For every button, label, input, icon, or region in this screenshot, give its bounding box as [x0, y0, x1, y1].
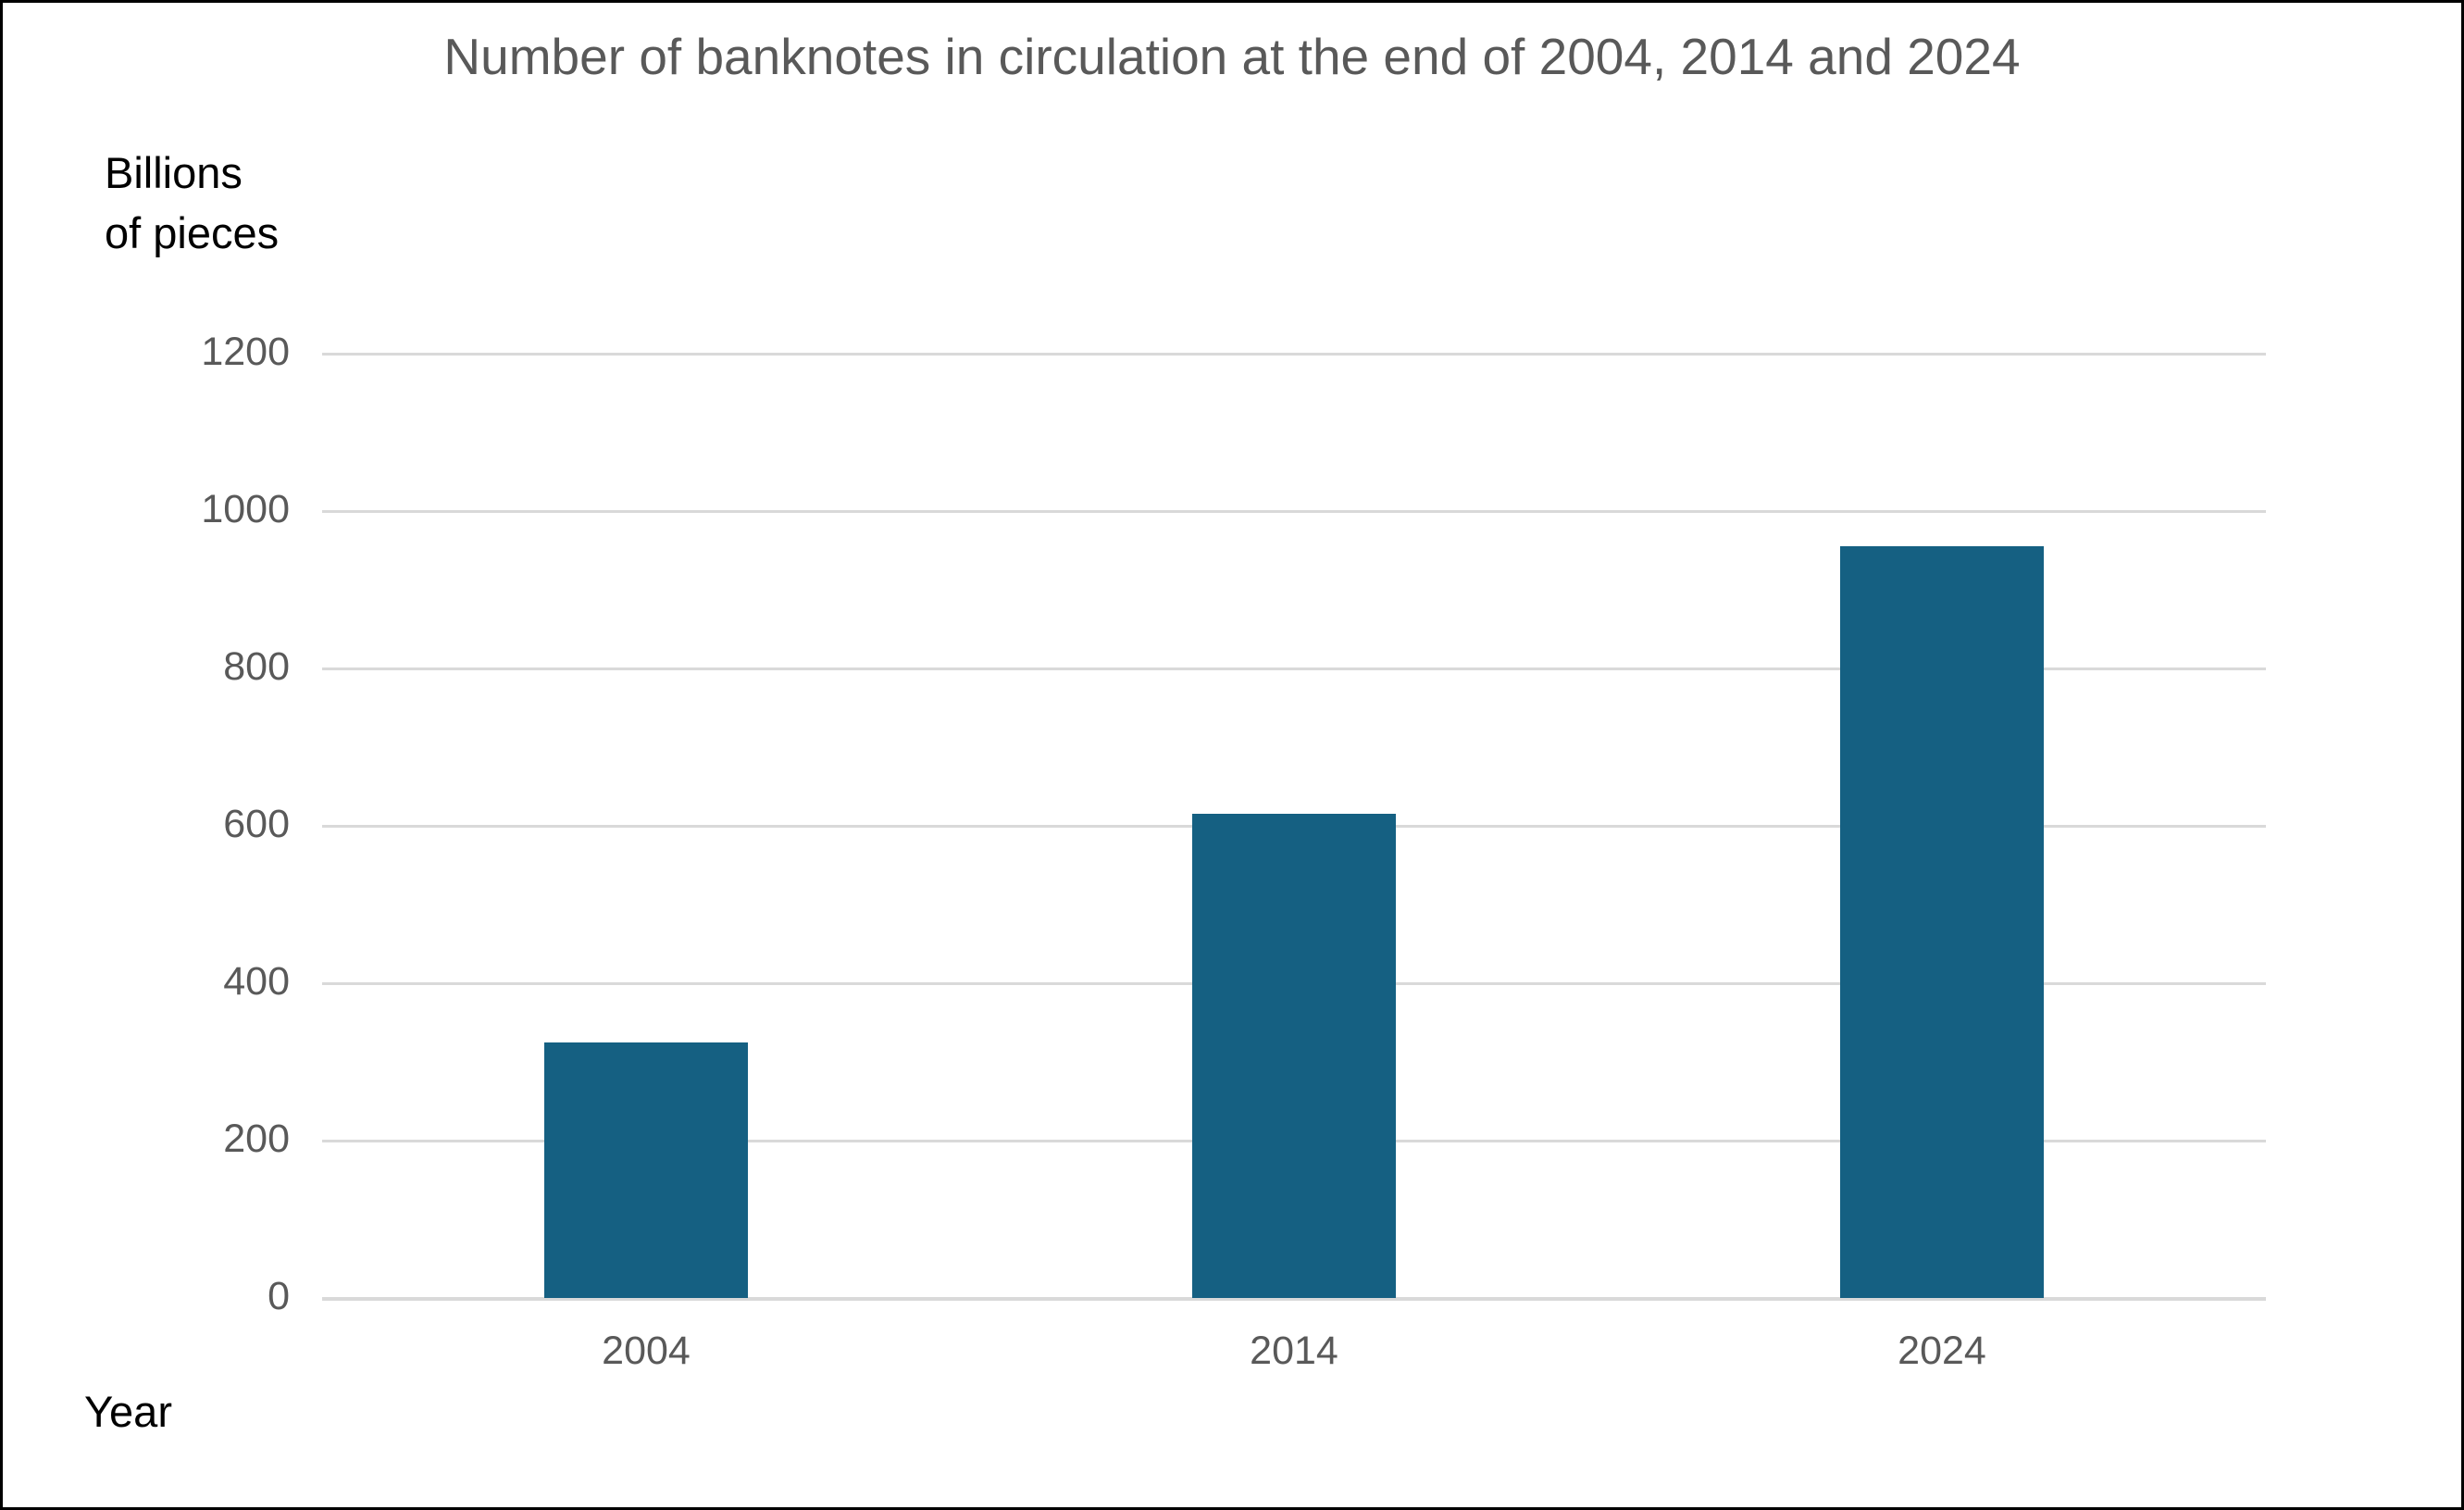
plot-area: [322, 353, 2266, 1301]
y-tick-label-600: 600: [223, 802, 290, 846]
bar-2024: [1840, 546, 2044, 1298]
x-tick-label-2024: 2024: [1898, 1329, 1986, 1373]
gridline-y-1000: [322, 510, 2266, 513]
gridline-y-800: [322, 668, 2266, 670]
y-axis-unit-label: Billions of pieces: [105, 144, 279, 264]
gridline-y-0: [322, 1297, 2266, 1301]
chart-title: Number of banknotes in circulation at th…: [443, 28, 2021, 85]
y-axis-unit-label-line1: Billions: [105, 148, 243, 197]
bar-2014: [1192, 814, 1396, 1298]
gridline-y-1200: [322, 353, 2266, 356]
bar-2004: [544, 1042, 748, 1298]
y-tick-label-200: 200: [223, 1117, 290, 1161]
y-tick-label-1200: 1200: [201, 330, 290, 374]
y-tick-label-1000: 1000: [201, 487, 290, 531]
y-tick-label-800: 800: [223, 644, 290, 689]
y-tick-label-0: 0: [268, 1274, 290, 1318]
x-tick-label-2014: 2014: [1250, 1329, 1338, 1373]
y-tick-label-400: 400: [223, 959, 290, 1004]
x-tick-label-2004: 2004: [602, 1329, 691, 1373]
x-axis-title: Year: [84, 1387, 172, 1436]
y-axis-unit-label-line2: of pieces: [105, 207, 280, 257]
